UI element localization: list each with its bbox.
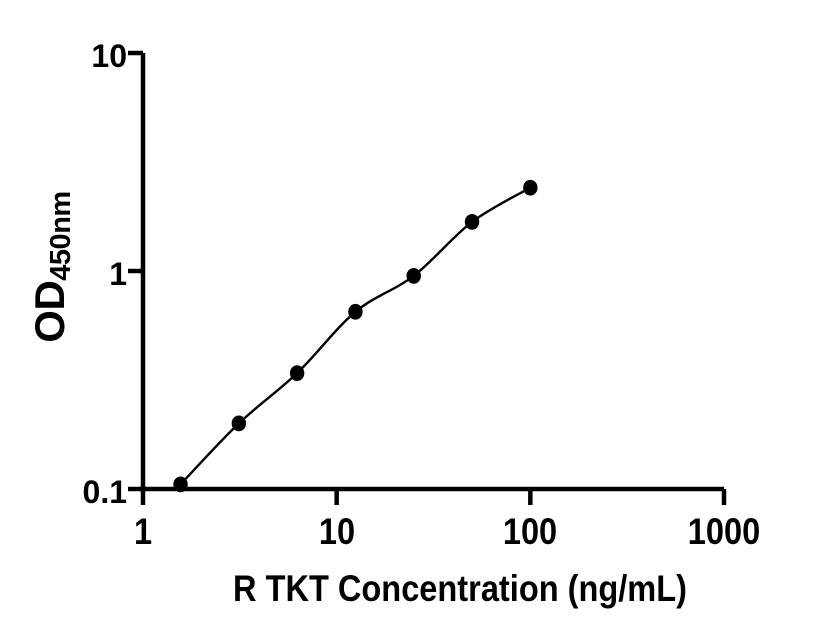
standard-curve-line — [179, 186, 531, 486]
data-point — [464, 213, 480, 230]
y-axis-title: OD450nm — [26, 191, 77, 343]
data-point — [406, 267, 421, 284]
data-point — [289, 365, 305, 382]
x-axis-title: R TKT Concentration (ng/mL) — [233, 568, 687, 609]
x-tick-label-1: 1 — [133, 511, 153, 552]
data-point — [231, 415, 247, 432]
y-tick-label-0.1: 0.1 — [82, 474, 127, 510]
y-axis-title-text: OD — [26, 280, 73, 343]
axis-lines — [140, 53, 724, 492]
y-axis-title-subscript: 450nm — [45, 191, 77, 281]
data-point — [173, 476, 188, 493]
y-tick-label-1: 1 — [109, 256, 127, 292]
data-point — [348, 303, 363, 320]
y-tick-label-10: 10 — [91, 38, 127, 74]
data-point — [523, 179, 538, 196]
x-tick-label-100: 100 — [503, 511, 558, 552]
x-tick-label-10: 10 — [318, 511, 355, 552]
x-tick-label-1000: 1000 — [687, 511, 761, 552]
